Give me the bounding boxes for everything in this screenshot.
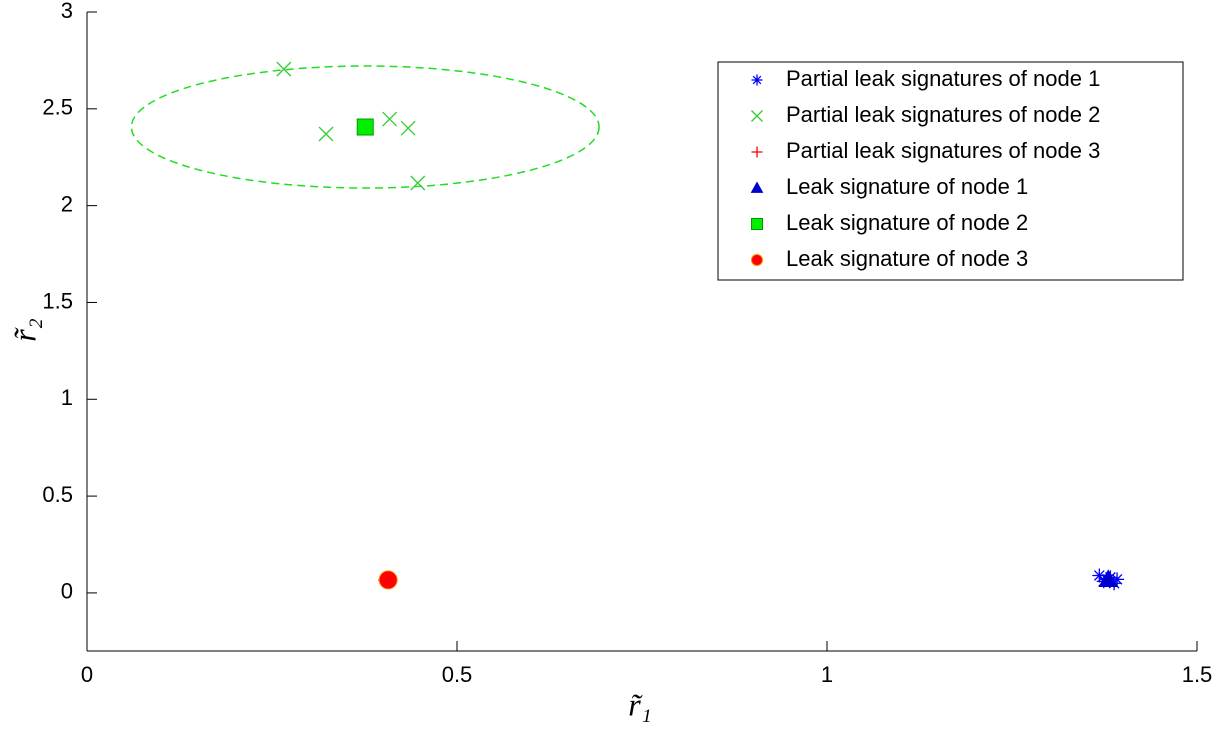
legend-label: Leak signature of node 1 [786, 174, 1028, 199]
legend-label: Leak signature of node 2 [786, 210, 1028, 235]
legend-marker [751, 74, 763, 86]
legend-label: Leak signature of node 3 [786, 246, 1028, 271]
legend-marker [751, 218, 763, 230]
legend-marker [751, 146, 763, 158]
y-tick-label: 0.5 [42, 482, 73, 507]
point [356, 118, 374, 136]
point [400, 120, 416, 136]
y-tick-label: 2.5 [42, 95, 73, 120]
legend-label: Partial leak signatures of node 2 [786, 102, 1100, 127]
point [410, 175, 426, 191]
legend-marker [751, 110, 763, 122]
x-tick-label: 1.5 [1182, 662, 1213, 687]
y-tick-label: 0 [61, 579, 73, 604]
y-axis-label: r̃₂ [6, 318, 42, 342]
y-tick-label: 1.5 [42, 288, 73, 313]
legend-marker [751, 254, 763, 266]
y-tick-label: 1 [61, 385, 73, 410]
point [382, 111, 398, 127]
y-tick-label: 3 [61, 0, 73, 23]
point [1092, 568, 1107, 583]
legend-marker [750, 181, 764, 193]
point [276, 61, 292, 77]
x-axis-label: r̃₁ [628, 686, 652, 722]
x-tick-label: 0.5 [442, 662, 473, 687]
point [1110, 572, 1125, 587]
legend-box [717, 61, 1184, 281]
point [318, 126, 334, 142]
confidence-ellipse [130, 65, 600, 189]
y-tick-label: 2 [61, 191, 73, 216]
x-tick-label: 0 [81, 662, 93, 687]
point [378, 570, 398, 590]
legend-label: Partial leak signatures of node 3 [786, 138, 1100, 163]
legend-label: Partial leak signatures of node 1 [786, 66, 1100, 91]
x-tick-label: 1 [821, 662, 833, 687]
point [1098, 569, 1119, 588]
